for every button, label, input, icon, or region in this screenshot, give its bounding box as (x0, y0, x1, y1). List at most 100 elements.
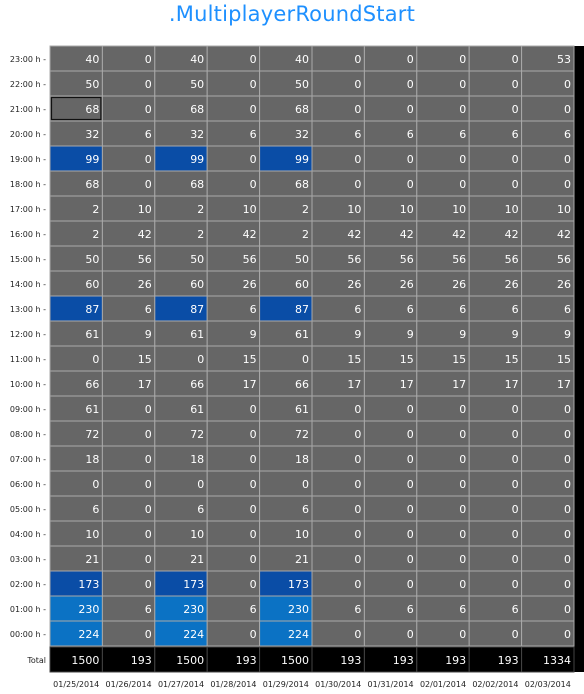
heatmap-cell[interactable] (468, 295, 523, 322)
heatmap-cell[interactable] (154, 420, 208, 447)
heatmap-cell[interactable] (468, 545, 523, 572)
heatmap-cell[interactable] (49, 620, 103, 647)
heatmap-cell[interactable] (468, 145, 523, 172)
heatmap-cell[interactable] (468, 270, 523, 297)
heatmap-cell[interactable] (154, 495, 208, 522)
heatmap-cell[interactable] (416, 195, 470, 222)
heatmap-cell[interactable] (154, 70, 208, 97)
heatmap-cell[interactable] (311, 270, 365, 297)
heatmap-cell[interactable] (521, 595, 575, 622)
heatmap-cell[interactable] (416, 570, 470, 597)
heatmap-cell[interactable] (311, 545, 365, 572)
heatmap-cell[interactable] (101, 45, 156, 72)
heatmap-cell[interactable] (416, 295, 470, 322)
heatmap-cell[interactable] (468, 495, 523, 522)
heatmap-cell[interactable] (521, 170, 575, 197)
heatmap-cell[interactable] (206, 420, 261, 447)
heatmap-cell[interactable] (468, 620, 523, 647)
heatmap-cell[interactable] (101, 545, 156, 572)
heatmap-cell[interactable] (416, 170, 470, 197)
heatmap-cell[interactable] (311, 595, 365, 622)
heatmap-cell[interactable] (206, 595, 261, 622)
heatmap-cell[interactable] (363, 245, 418, 272)
heatmap-cell[interactable] (363, 545, 418, 572)
heatmap-cell[interactable] (311, 570, 365, 597)
heatmap-cell[interactable] (468, 470, 523, 497)
heatmap-cell[interactable] (259, 495, 313, 522)
heatmap-cell[interactable] (101, 520, 156, 547)
heatmap-cell[interactable] (468, 245, 523, 272)
heatmap-cell[interactable] (521, 495, 575, 522)
heatmap-cell[interactable] (154, 220, 208, 247)
heatmap-cell[interactable] (311, 495, 365, 522)
heatmap-cell[interactable] (154, 320, 208, 347)
heatmap-cell[interactable] (101, 170, 156, 197)
heatmap-cell[interactable] (311, 245, 365, 272)
heatmap-cell[interactable] (416, 220, 470, 247)
heatmap-cell[interactable] (311, 170, 365, 197)
heatmap-cell[interactable] (154, 395, 208, 422)
heatmap-cell[interactable] (154, 345, 208, 372)
heatmap-cell[interactable] (154, 195, 208, 222)
heatmap-cell[interactable] (259, 195, 313, 222)
heatmap-cell[interactable] (49, 95, 103, 122)
heatmap-cell[interactable] (363, 445, 418, 472)
heatmap-cell[interactable] (416, 120, 470, 147)
heatmap-cell[interactable] (521, 345, 575, 372)
heatmap-cell[interactable] (259, 345, 313, 372)
heatmap-cell[interactable] (101, 620, 156, 647)
heatmap-cell[interactable] (206, 395, 261, 422)
heatmap-cell[interactable] (521, 270, 575, 297)
heatmap-cell[interactable] (259, 620, 313, 647)
heatmap-cell[interactable] (468, 170, 523, 197)
heatmap-cell[interactable] (259, 145, 313, 172)
heatmap-cell[interactable] (154, 520, 208, 547)
heatmap-cell[interactable] (521, 95, 575, 122)
heatmap-cell[interactable] (206, 320, 261, 347)
heatmap-cell[interactable] (521, 570, 575, 597)
heatmap-cell[interactable] (416, 70, 470, 97)
heatmap-cell[interactable] (101, 345, 156, 372)
heatmap-cell[interactable] (363, 620, 418, 647)
heatmap-cell[interactable] (259, 570, 313, 597)
heatmap-cell[interactable] (154, 370, 208, 397)
heatmap-cell[interactable] (416, 545, 470, 572)
heatmap-cell[interactable] (468, 420, 523, 447)
heatmap-cell[interactable] (101, 195, 156, 222)
heatmap-cell[interactable] (468, 70, 523, 97)
heatmap-cell[interactable] (154, 545, 208, 572)
heatmap-cell[interactable] (101, 220, 156, 247)
heatmap-cell[interactable] (206, 145, 261, 172)
heatmap-cell[interactable] (416, 345, 470, 372)
heatmap-cell[interactable] (101, 595, 156, 622)
heatmap-cell[interactable] (49, 145, 103, 172)
heatmap-cell[interactable] (49, 345, 103, 372)
heatmap-cell[interactable] (363, 595, 418, 622)
heatmap-cell[interactable] (259, 470, 313, 497)
heatmap-cell[interactable] (49, 170, 103, 197)
heatmap-cell[interactable] (468, 220, 523, 247)
heatmap-cell[interactable] (101, 495, 156, 522)
heatmap-cell[interactable] (206, 620, 261, 647)
heatmap-cell[interactable] (468, 45, 523, 72)
heatmap-cell[interactable] (363, 70, 418, 97)
heatmap-cell[interactable] (259, 95, 313, 122)
heatmap-cell[interactable] (521, 620, 575, 647)
heatmap-cell[interactable] (363, 370, 418, 397)
heatmap-cell[interactable] (416, 395, 470, 422)
heatmap-cell[interactable] (363, 295, 418, 322)
heatmap-cell[interactable] (311, 70, 365, 97)
heatmap-cell[interactable] (206, 195, 261, 222)
heatmap-cell[interactable] (49, 245, 103, 272)
heatmap-cell[interactable] (521, 120, 575, 147)
heatmap-cell[interactable] (259, 520, 313, 547)
heatmap-cell[interactable] (154, 95, 208, 122)
heatmap-cell[interactable] (521, 195, 575, 222)
heatmap-cell[interactable] (259, 245, 313, 272)
heatmap-cell[interactable] (154, 620, 208, 647)
heatmap-cell[interactable] (521, 70, 575, 97)
heatmap-cell[interactable] (259, 320, 313, 347)
heatmap-cell[interactable] (154, 295, 208, 322)
heatmap-cell[interactable] (521, 445, 575, 472)
heatmap-cell[interactable] (206, 95, 261, 122)
